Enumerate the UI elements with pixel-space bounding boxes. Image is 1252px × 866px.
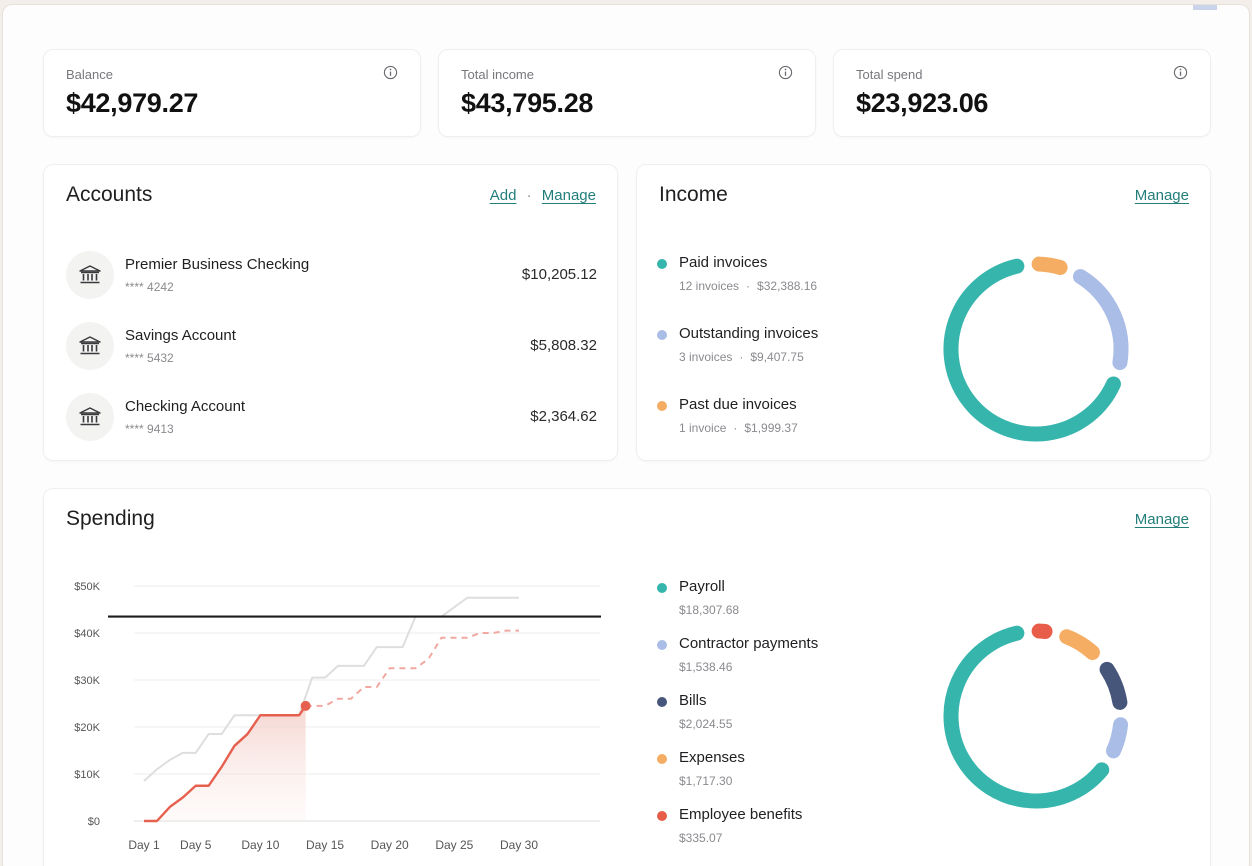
info-icon[interactable] [383,65,398,80]
bank-icon [66,393,114,441]
legend-amount: $18,307.68 [679,603,740,617]
legend-amount: $2,024.55 [679,717,733,731]
legend-label: Bills [679,692,707,709]
y-tick-label: $50K [74,581,100,593]
legend-dot [657,259,667,269]
x-tick-label: Day 15 [306,838,344,852]
legend-dot [657,401,667,411]
legend-dot [657,640,667,650]
legend-dot [657,811,667,821]
manage-income-link[interactable]: Manage [1134,187,1189,204]
spending-donut-segment-2 [1099,661,1128,710]
spending-donut-segment-3 [1059,629,1100,660]
balance-card: Balance $42,979.27 [43,49,421,137]
legend-detail: 3 invoices · $9,407.75 [679,350,804,364]
current-spend-line [144,705,307,823]
accounts-title: Accounts [66,183,153,206]
info-icon[interactable] [778,65,793,80]
projected-spend-line [305,629,519,707]
x-tick-label: Day 10 [241,838,279,852]
legend-label: Expenses [679,749,745,766]
account-balance: $10,205.12 [521,266,597,283]
bank-icon [66,251,114,299]
legend-detail: 12 invoices · $32,388.16 [679,279,818,293]
account-row[interactable]: Checking Account **** 9413 $2,364.62 [66,393,597,453]
account-name: Savings Account [125,327,236,344]
income-donut-segment-1 [1073,269,1129,371]
account-balance: $2,364.62 [530,408,597,425]
previous-period-line [143,596,519,782]
income-card: Income Manage Paid invoices 12 invoices ·… [636,164,1211,461]
x-tick-label: Day 20 [371,838,409,852]
x-tick-label: Day 30 [500,838,538,852]
y-tick-label: $20K [74,722,100,734]
legend-label: Outstanding invoices [679,325,819,342]
account-number: **** 9413 [125,422,174,436]
total-spend-label: Total spend [856,67,923,82]
account-row[interactable]: Savings Account **** 5432 $5,808.32 [66,322,597,382]
link-separator: · [526,187,532,204]
info-icon[interactable] [1173,65,1188,80]
income-donut-chart [943,256,1129,442]
total-spend-card: Total spend $23,923.06 [833,49,1211,137]
legend-amount: $1,717.30 [679,774,733,788]
account-balance: $5,808.32 [530,337,597,354]
y-tick-label: $0 [88,816,100,828]
spending-donut-segment-1 [1106,717,1129,759]
total-income-value: $43,795.28 [461,88,594,118]
spending-card: Spending Manage $0 $10K $20K $30K $40K $50K Da… [43,488,1211,866]
income-donut-segment-0 [943,258,1121,442]
bank-icon [66,322,114,370]
legend-amount: $335.07 [679,831,723,845]
legend-dot [657,583,667,593]
balance-label: Balance [66,67,113,82]
window-corner-tab [1193,5,1217,10]
legend-label: Contractor payments [679,635,819,652]
legend-dot [657,697,667,707]
spending-line-chart: $0 $10K $20K $30K $40K $50K Day 1 Day 5 Day 10 Da… [74,581,601,852]
total-income-label: Total income [461,67,534,82]
manage-spending-link[interactable]: Manage [1134,511,1189,528]
x-tick-label: Day 25 [435,838,473,852]
y-tick-label: $40K [74,628,100,640]
spending-donut-segment-0 [943,625,1110,809]
account-number: **** 4242 [125,280,174,294]
accounts-card: Accounts Add · Manage Premier Business C… [43,164,618,461]
account-row[interactable]: Premier Business Checking **** 4242 $10,… [66,251,597,311]
legend-dot [657,754,667,764]
income-title: Income [659,183,728,206]
x-tick-label: Day 5 [180,838,212,852]
legend-label: Paid invoices [679,254,768,271]
legend-amount: $1,538.46 [679,660,733,674]
app-window: Balance $42,979.27 Total income $43,795.… [2,4,1250,866]
current-spend-marker[interactable] [300,700,311,711]
spending-title: Spending [66,507,155,530]
add-account-link[interactable]: Add [489,187,517,204]
x-tick-label: Day 1 [128,838,160,852]
legend-label: Employee benefits [679,806,803,823]
account-name: Premier Business Checking [125,256,310,273]
total-income-card: Total income $43,795.28 [438,49,816,137]
legend-label: Past due invoices [679,396,797,413]
spending-donut-chart [943,623,1129,809]
account-number: **** 5432 [125,351,174,365]
y-tick-label: $30K [74,675,100,687]
legend-label: Payroll [679,578,725,595]
manage-accounts-link[interactable]: Manage [541,187,596,204]
income-donut-segment-2 [1031,256,1068,275]
y-tick-label: $10K [74,769,100,781]
total-spend-value: $23,923.06 [856,88,989,118]
legend-dot [657,330,667,340]
account-name: Checking Account [125,398,246,415]
legend-detail: 1 invoice · $1,999.37 [679,421,798,435]
balance-value: $42,979.27 [66,88,199,118]
